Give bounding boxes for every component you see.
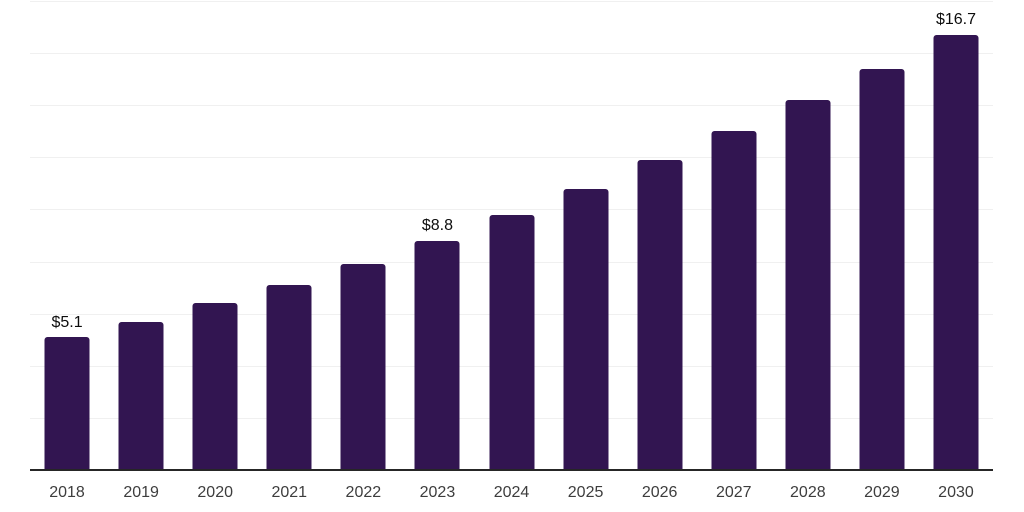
- x-tick-2028: 2028: [790, 484, 826, 501]
- bar-slot-2027: [697, 1, 771, 470]
- bar-slot-2021: [252, 1, 326, 470]
- value-label-2018: $5.1: [51, 313, 83, 331]
- x-tick-2027: 2027: [715, 484, 752, 501]
- bar-2018: [44, 337, 90, 470]
- bar-slot-2019: [104, 1, 178, 470]
- gridline-12: [30, 157, 993, 159]
- x-tick-2022: 2022: [345, 484, 382, 501]
- gridline-18: [30, 1, 993, 2]
- x-tick-2018: 2018: [49, 484, 85, 501]
- x-tick-2030: 2030: [938, 484, 974, 501]
- bar-slot-2020: [178, 1, 252, 470]
- bars-row: $5.1 $8.8 $16.7: [30, 1, 993, 470]
- bar-2029: [859, 68, 905, 470]
- x-tick-2026: 2026: [641, 484, 678, 501]
- bar-2021: [266, 285, 312, 470]
- gridline-16: [30, 53, 993, 55]
- bar-slot-2030: $16.7: [919, 1, 993, 470]
- gridline-14: [30, 105, 993, 107]
- x-axis-line: [30, 469, 993, 471]
- bar-2030: [933, 34, 979, 470]
- bar-slot-2025: [549, 1, 623, 470]
- bar-2024: [489, 214, 534, 470]
- x-tick-2025: 2025: [567, 484, 604, 501]
- bar-slot-2028: [771, 1, 845, 470]
- bar-slot-2022: [326, 1, 400, 470]
- bar-2020: [192, 303, 238, 470]
- x-tick-2019: 2019: [123, 484, 159, 501]
- x-tick-2021: 2021: [271, 484, 308, 501]
- bar-slot-2018: $5.1: [30, 1, 104, 470]
- bar-slot-2023: $8.8: [400, 1, 474, 470]
- x-tick-2024: 2024: [493, 484, 530, 501]
- gridline-10: [30, 209, 993, 211]
- x-axis-labels: 2018 2019 2020 2021 2022 2023 2024 2025 2026 2027…: [30, 484, 993, 502]
- value-label-2023: $8.8: [421, 217, 453, 235]
- x-tick-2023: 2023: [419, 484, 456, 501]
- x-tick-2020: 2020: [197, 484, 233, 501]
- bar-2027: [711, 131, 757, 470]
- bar-slot-2024: [474, 1, 548, 470]
- value-label-2030: $16.7: [935, 11, 976, 29]
- bar-slot-2026: [623, 1, 697, 470]
- bar-2022: [340, 264, 386, 470]
- x-tick-2029: 2029: [864, 484, 900, 501]
- bar-2026: [637, 159, 683, 470]
- bar-slot-2029: [845, 1, 919, 470]
- bar-2023: [414, 240, 460, 470]
- bar-2025: [563, 188, 609, 470]
- bar-2028: [785, 100, 831, 470]
- bar-2019: [118, 321, 164, 470]
- plot-area: $5.1 $8.8 $16.7: [30, 1, 993, 470]
